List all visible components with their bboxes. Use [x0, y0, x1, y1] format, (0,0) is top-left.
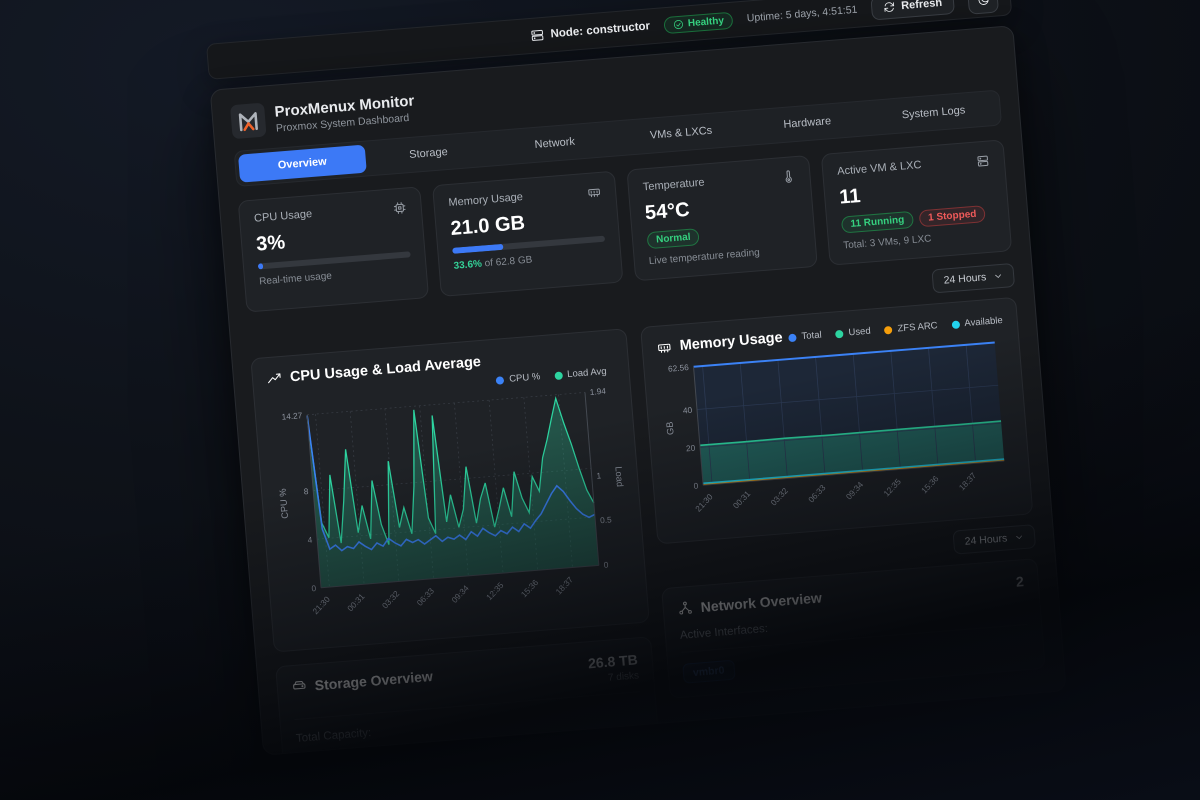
tab-network[interactable]: Network — [534, 135, 576, 151]
thermometer-icon — [785, 170, 792, 183]
storage-disks-value: 7 disks — [607, 670, 640, 684]
dashboard-window: Node: constructor Healthy Uptime: 5 days… — [206, 0, 1067, 756]
storage-total-value: 26.8 TB — [587, 651, 639, 672]
proxmenux-logo — [229, 102, 267, 140]
storage-overview-card: Storage Overview 26.8 TB 7 disks Total C… — [275, 636, 661, 756]
memory-usage-card: Memory Usage 21.0 GB 33.6% of 62.8 GB — [432, 170, 624, 297]
vm-count-value: 11 — [838, 185, 862, 209]
trending-up-icon — [268, 372, 281, 383]
cpu-caption: Real-time usage — [258, 270, 333, 288]
svg-text:1: 1 — [596, 471, 602, 480]
svg-text:0.5: 0.5 — [600, 515, 613, 525]
svg-text:Load: Load — [613, 466, 625, 487]
svg-text:12:35: 12:35 — [485, 581, 506, 603]
temperature-caption: Live temperature reading — [648, 247, 761, 268]
svg-text:21:30: 21:30 — [694, 492, 715, 514]
main-panel: ProxMenux Monitor Proxmox System Dashboa… — [209, 25, 1067, 756]
check-circle-icon — [673, 19, 683, 29]
svg-text:40: 40 — [683, 406, 693, 416]
svg-text:CPU %: CPU % — [278, 488, 290, 519]
left-column: CPU Usage & Load Average CPU % Load Avg … — [250, 328, 661, 756]
svg-text:0: 0 — [693, 482, 699, 491]
svg-text:18:37: 18:37 — [554, 575, 575, 597]
tab-system-logs[interactable]: System Logs — [901, 104, 966, 122]
cpu-load-chart-card: CPU Usage & Load Average CPU % Load Avg … — [250, 328, 650, 653]
temperature-card: Temperature 54°C Normal Live temperature… — [626, 155, 818, 282]
svg-text:8: 8 — [303, 487, 309, 496]
svg-text:20: 20 — [686, 444, 696, 454]
svg-text:GB: GB — [665, 421, 676, 435]
svg-text:09:34: 09:34 — [844, 480, 865, 502]
svg-text:0: 0 — [603, 561, 609, 570]
temperature-value: 54°C — [644, 198, 691, 225]
storage-title: Storage Overview — [314, 667, 434, 694]
time-range-select-2[interactable]: 24 Hours — [952, 523, 1037, 555]
chevron-down-icon — [995, 274, 1001, 278]
vms-running-badge: 11 Running — [840, 210, 914, 234]
temperature-card-label: Temperature — [642, 176, 705, 194]
svg-text:4: 4 — [307, 536, 313, 545]
svg-text:21:30: 21:30 — [311, 595, 332, 617]
node-name: Node: constructor — [550, 20, 651, 41]
tab-storage[interactable]: Storage — [408, 145, 449, 162]
hard-drive-icon — [293, 681, 306, 690]
cpu-value: 3% — [255, 231, 286, 256]
memory-ram-icon — [657, 343, 671, 353]
uptime-text: Uptime: 5 days, 4:51:51 — [746, 3, 858, 25]
svg-text:14.27: 14.27 — [281, 411, 303, 422]
memory-ram-icon — [588, 188, 600, 198]
svg-text:03:32: 03:32 — [769, 486, 790, 508]
svg-text:06:33: 06:33 — [415, 586, 436, 608]
health-badge: Healthy — [663, 11, 734, 34]
interface-badge[interactable]: vmbr0 — [682, 659, 736, 684]
cpu-load-chart[interactable]: 21:30 00:31 03:32 06:33 09:34 12:35 15:36 18:37… — [269, 378, 633, 637]
network-interfaces-value: 2 — [1015, 572, 1025, 590]
temperature-status-badge: Normal — [646, 228, 701, 250]
storage-row-total-capacity: Total Capacity: — [295, 726, 372, 745]
vm-card-label: Active VM & LXC — [836, 159, 922, 178]
refresh-icon — [884, 2, 895, 12]
cpu-card-label: CPU Usage — [253, 208, 313, 225]
svg-text:15:36: 15:36 — [920, 474, 941, 496]
svg-text:03:32: 03:32 — [381, 589, 402, 611]
refresh-button[interactable]: Refresh — [870, 0, 955, 21]
tab-overview[interactable]: Overview — [237, 144, 367, 183]
right-column: Memory Usage Total Used ZFS ARC Availabl… — [640, 296, 1046, 699]
tab-hardware[interactable]: Hardware — [783, 115, 832, 131]
vms-stopped-badge: 1 Stopped — [918, 205, 987, 228]
memory-caption: 33.6% of 62.8 GB — [453, 254, 533, 272]
moon-icon — [978, 0, 989, 5]
svg-text:12:35: 12:35 — [882, 477, 903, 499]
svg-text:15:36: 15:36 — [519, 578, 540, 600]
svg-text:09:34: 09:34 — [450, 583, 471, 605]
svg-text:62.56: 62.56 — [668, 363, 690, 374]
active-vm-lxc-card: Active VM & LXC 11 11 Running 1 Stopped … — [820, 139, 1013, 266]
time-range-select[interactable]: 24 Hours — [931, 262, 1016, 294]
logo-m-icon — [238, 112, 258, 132]
memory-chart-title: Memory Usage — [679, 329, 784, 354]
svg-text:18:37: 18:37 — [957, 471, 978, 493]
svg-text:00:31: 00:31 — [346, 592, 367, 614]
svg-text:0: 0 — [311, 584, 317, 593]
server-stack-icon — [977, 155, 989, 167]
cpu-usage-card: CPU Usage 3% Real-time usage — [237, 186, 430, 313]
svg-text:06:33: 06:33 — [807, 483, 828, 505]
node-info: Node: constructor — [530, 19, 650, 43]
svg-text:00:31: 00:31 — [731, 489, 752, 511]
chevron-down-icon — [1016, 535, 1022, 539]
network-nodes-icon — [679, 601, 692, 615]
memory-chart-card: Memory Usage Total Used ZFS ARC Availabl… — [640, 296, 1034, 545]
memory-card-label: Memory Usage — [448, 191, 524, 210]
network-title: Network Overview — [700, 589, 823, 615]
theme-toggle-button[interactable] — [966, 0, 999, 15]
svg-text:1.94: 1.94 — [589, 387, 606, 397]
server-icon — [531, 29, 544, 41]
memory-usage-chart[interactable]: 21:30 00:31 03:32 06:33 09:34 12:35 15:36 18:37… — [658, 334, 1017, 529]
memory-value: 21.0 GB — [449, 212, 526, 240]
network-overview-card: Network Overview 2 Active Interfaces: vm… — [661, 557, 1046, 699]
cpu-chip-icon — [393, 202, 406, 214]
tab-vms-lxcs[interactable]: VMs & LXCs — [649, 124, 713, 142]
vm-caption: Total: 3 VMs, 9 LXC — [842, 233, 932, 252]
